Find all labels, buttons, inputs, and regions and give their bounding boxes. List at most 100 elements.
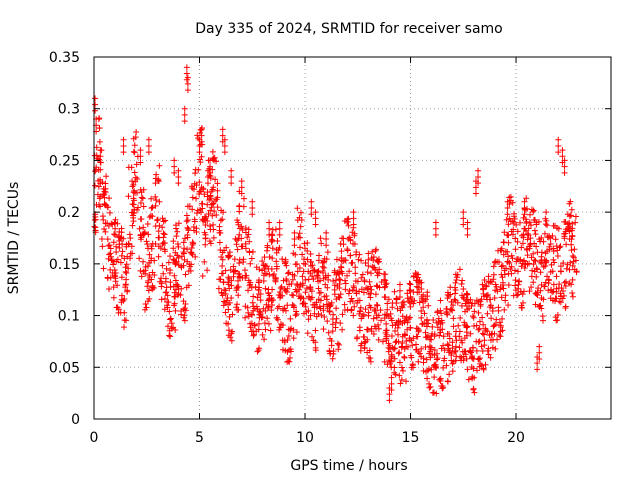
data-point (140, 224, 147, 231)
data-point (269, 301, 276, 308)
data-point (305, 307, 312, 314)
data-point (536, 349, 543, 356)
data-point (197, 127, 204, 134)
data-point (374, 302, 381, 309)
data-point (437, 378, 444, 385)
data-point (443, 309, 450, 316)
data-point (256, 320, 263, 327)
data-point (101, 194, 108, 201)
data-point (290, 326, 297, 333)
data-point (278, 283, 285, 290)
data-point (543, 209, 550, 216)
data-point (309, 262, 316, 269)
data-point (198, 209, 205, 216)
data-point (323, 242, 330, 249)
data-point (544, 248, 551, 255)
data-point (144, 283, 151, 290)
data-point (449, 345, 456, 352)
data-point (97, 203, 104, 210)
data-point (175, 254, 182, 261)
data-point (348, 260, 355, 267)
data-point (122, 264, 129, 271)
data-point (464, 296, 471, 303)
data-point (322, 281, 329, 288)
data-point (225, 306, 232, 313)
data-point (256, 308, 263, 315)
data-point (397, 380, 404, 387)
data-point (118, 229, 125, 236)
data-point (153, 197, 160, 204)
data-point (189, 194, 196, 201)
data-point (230, 273, 237, 280)
data-point (221, 286, 228, 293)
data-point (333, 256, 340, 263)
data-point (181, 105, 188, 112)
data-point (274, 238, 281, 245)
data-point (219, 216, 226, 223)
data-point (399, 304, 406, 311)
data-point (304, 330, 311, 337)
data-point (400, 367, 407, 374)
data-point (375, 325, 382, 332)
data-point (220, 279, 227, 286)
data-point (145, 277, 152, 284)
data-point (405, 315, 412, 322)
data-point (461, 348, 468, 355)
data-point (507, 218, 514, 225)
data-point (337, 291, 344, 298)
data-point (284, 337, 291, 344)
data-point (553, 288, 560, 295)
data-point (517, 288, 524, 295)
data-point (254, 348, 261, 355)
data-point (171, 163, 178, 170)
data-point (184, 80, 191, 87)
data-point (486, 332, 493, 339)
data-point (362, 306, 369, 313)
data-point (115, 309, 122, 316)
data-point (184, 232, 191, 239)
data-point (569, 220, 576, 227)
data-point (117, 259, 124, 266)
data-point (515, 285, 522, 292)
data-point (137, 159, 144, 166)
data-point (508, 263, 515, 270)
data-point (379, 338, 386, 345)
data-point (373, 282, 380, 289)
data-point (273, 263, 280, 270)
data-point (410, 335, 417, 342)
data-point (329, 328, 336, 335)
data-point (501, 229, 508, 236)
data-point (394, 324, 401, 331)
data-point (162, 295, 169, 302)
data-point (478, 362, 485, 369)
data-point (463, 355, 470, 362)
data-point (463, 332, 470, 339)
data-point (386, 397, 393, 404)
data-point (532, 257, 539, 264)
data-point (492, 287, 499, 294)
data-point (504, 211, 511, 218)
data-point (120, 136, 127, 143)
data-point (225, 281, 232, 288)
data-point (110, 294, 117, 301)
data-point (327, 335, 334, 342)
data-point (304, 240, 311, 247)
data-point (215, 285, 222, 292)
data-point (289, 271, 296, 278)
data-point (322, 274, 329, 281)
data-point (405, 298, 412, 305)
data-point (276, 225, 283, 232)
data-point (100, 265, 107, 272)
data-point (181, 235, 188, 242)
data-point (483, 283, 490, 290)
data-point (121, 309, 128, 316)
data-point (540, 317, 547, 324)
data-point (404, 295, 411, 302)
data-point (170, 245, 177, 252)
data-point (526, 219, 533, 226)
data-point (562, 278, 569, 285)
data-point (138, 194, 145, 201)
data-point (264, 304, 271, 311)
data-point (125, 265, 132, 272)
data-point (396, 281, 403, 288)
